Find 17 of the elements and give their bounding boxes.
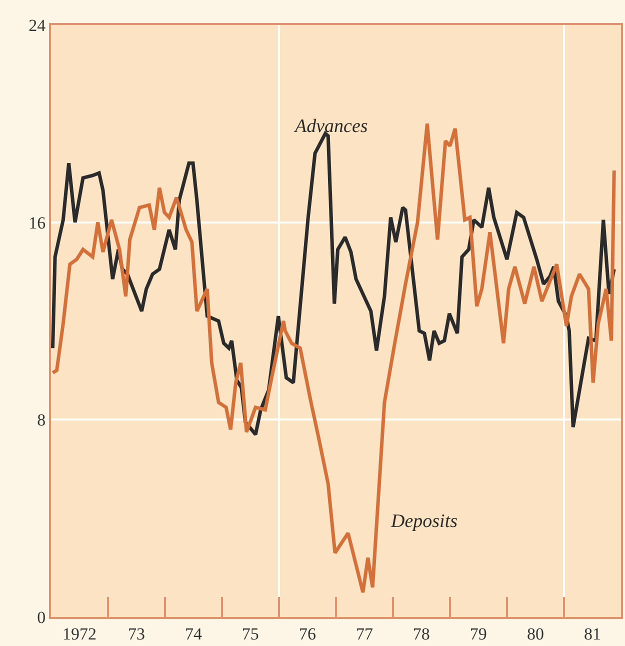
annotation: Advances	[293, 116, 368, 137]
annotation: Deposits	[390, 511, 458, 532]
y-tick-label: 8	[37, 410, 46, 430]
x-tick-label: 80	[526, 624, 544, 644]
y-tick-label: 0	[37, 608, 46, 627]
y-tick-label: 16	[28, 213, 46, 232]
x-tick-label: 1972	[62, 624, 97, 644]
x-tick-label: 78	[412, 624, 430, 644]
x-tick-label: 73	[128, 624, 146, 644]
x-tick-label: 74	[184, 624, 202, 644]
y-tick-label: 24	[28, 16, 46, 35]
x-tick-label: 81	[584, 624, 601, 644]
x-tick-label: 79	[470, 624, 487, 644]
x-tick-label: 76	[299, 624, 316, 644]
line-series	[51, 132, 616, 436]
x-tick-label: 77	[356, 624, 374, 644]
x-tick-label: 75	[242, 624, 259, 644]
